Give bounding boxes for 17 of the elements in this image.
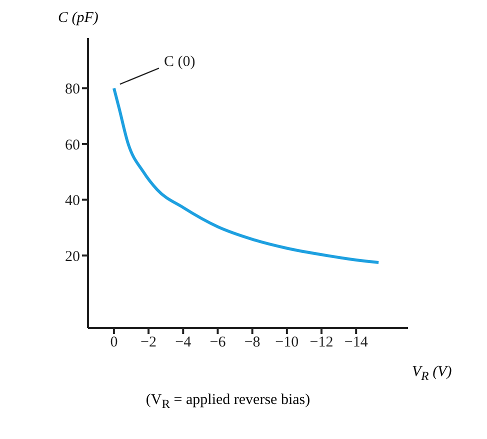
y-tick-label: 40 [65, 193, 80, 210]
line-series [112, 86, 380, 264]
x-tick-label: −4 [175, 334, 192, 351]
y-tick-label: 60 [65, 137, 80, 154]
x-tick-label: 0 [110, 334, 118, 351]
y-tick-label: 20 [65, 248, 80, 265]
x-axis-title: V$_{R}$ (V) [412, 364, 452, 384]
x-tick-label: −14 [344, 334, 368, 351]
x-tick-label: −6 [210, 334, 226, 351]
text: (V$_{R}$ = applied reverse bias) [144, 392, 312, 412]
y-tick-label: 80 [65, 82, 80, 98]
x-tick-label: −2 [140, 334, 157, 351]
x-tick-label: −12 [310, 334, 334, 351]
x-tick-label: −8 [244, 334, 260, 351]
annotation: C (0) [164, 54, 196, 70]
y-axis-title: C (pF) [58, 10, 98, 27]
x-tick-label: −10 [275, 334, 299, 351]
